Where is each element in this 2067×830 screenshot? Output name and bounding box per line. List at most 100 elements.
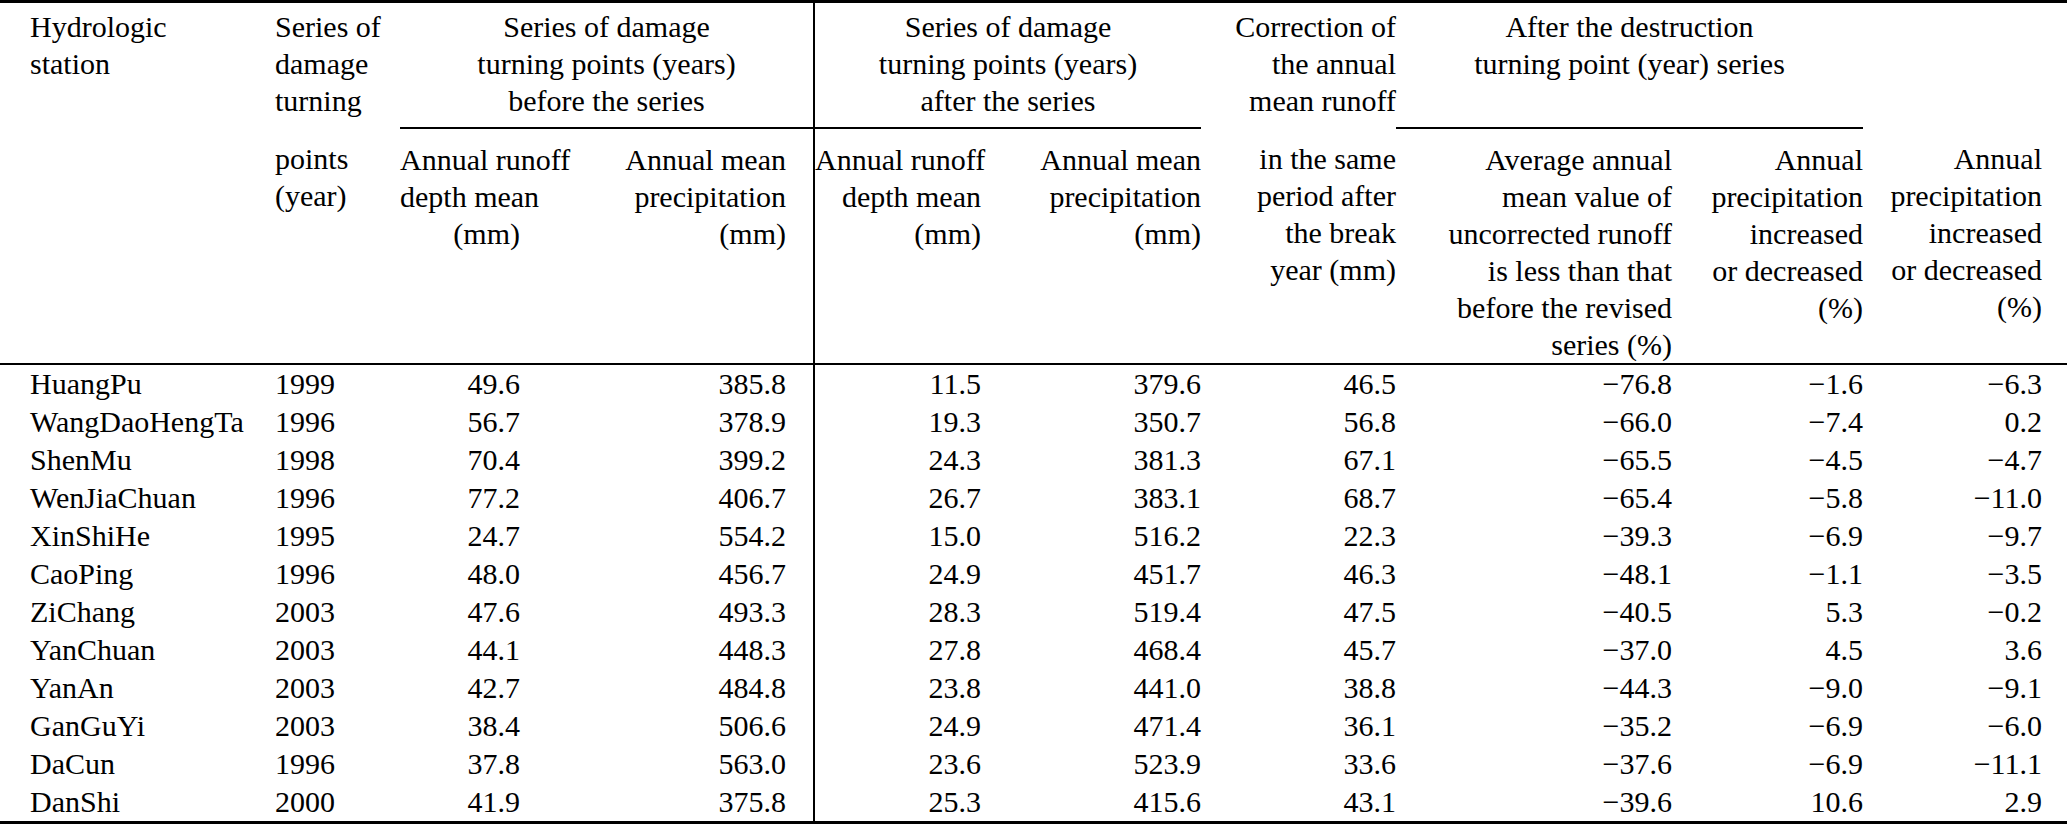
cell-precip_before_mm: 563.0 <box>520 745 814 783</box>
cell-station: DaCun <box>0 745 250 783</box>
cell-precip_after_mm: 523.9 <box>981 745 1201 783</box>
cell-precip_change_pct: −4.5 <box>1672 441 1863 479</box>
header-row-sub: points (year) Annual runoff depth mean (… <box>0 128 2067 364</box>
cell-uncorrected_runoff_pct: −39.3 <box>1396 517 1672 555</box>
header-series-damage-turning: Series of damage turning <box>250 2 400 128</box>
cell-runoff_depth_after_mm: 24.3 <box>814 441 981 479</box>
cell-turning_point_year: 1996 <box>250 745 400 783</box>
cell-correction_mm: 46.3 <box>1201 555 1396 593</box>
cell-precip_after_mm: 519.4 <box>981 593 1201 631</box>
subheader-uncorrected-runoff: Average annual mean value of uncorrected… <box>1396 128 1672 364</box>
cell-correction_mm: 33.6 <box>1201 745 1396 783</box>
cell-precip_change_pct: −7.4 <box>1672 403 1863 441</box>
cell-precip_after_mm: 415.6 <box>981 783 1201 823</box>
header-row-group: Hydrologic station Series of damage turn… <box>0 2 2067 128</box>
cell-runoff_depth_after_mm: 23.6 <box>814 745 981 783</box>
table-row: ZiChang200347.6493.328.3519.447.5−40.55.… <box>0 593 2067 631</box>
cell-uncorrected_runoff_pct: −37.0 <box>1396 631 1672 669</box>
cell-precip_change_last_pct: −3.5 <box>1863 555 2067 593</box>
table-row: WangDaoHengTa199656.7378.919.3350.756.8 −… <box>0 403 2067 441</box>
cell-runoff_depth_before_mm: 49.6 <box>400 364 520 403</box>
table-row: DanShi200041.9375.825.3415.643.1−39.610.… <box>0 783 2067 823</box>
cell-turning_point_year: 2003 <box>250 593 400 631</box>
cell-station: XinShiHe <box>0 517 250 555</box>
subheader-points-year: points (year) <box>250 128 400 364</box>
cell-precip_change_last_pct: −11.0 <box>1863 479 2067 517</box>
cell-runoff_depth_before_mm: 42.7 <box>400 669 520 707</box>
cell-precip_before_mm: 399.2 <box>520 441 814 479</box>
cell-correction_mm: 68.7 <box>1201 479 1396 517</box>
cell-precip_change_pct: −6.9 <box>1672 517 1863 555</box>
cell-turning_point_year: 1998 <box>250 441 400 479</box>
cell-precip_change_pct: 10.6 <box>1672 783 1863 823</box>
cell-uncorrected_runoff_pct: −65.4 <box>1396 479 1672 517</box>
subheader-empty-station <box>0 128 250 364</box>
cell-runoff_depth_before_mm: 38.4 <box>400 707 520 745</box>
cell-station: WangDaoHengTa <box>0 403 250 441</box>
cell-precip_change_pct: −5.8 <box>1672 479 1863 517</box>
cell-runoff_depth_after_mm: 19.3 <box>814 403 981 441</box>
cell-correction_mm: 43.1 <box>1201 783 1396 823</box>
subheader-precip-after: Annual mean precipitation (mm) <box>981 128 1201 364</box>
cell-precip_before_mm: 506.6 <box>520 707 814 745</box>
header-correction-runoff: Correction of the annual mean runoff <box>1201 2 1396 128</box>
cell-precip_before_mm: 378.9 <box>520 403 814 441</box>
subheader-correction-period: in the same period after the break year … <box>1201 128 1396 364</box>
cell-precip_after_mm: 379.6 <box>981 364 1201 403</box>
cell-turning_point_year: 1996 <box>250 479 400 517</box>
cell-turning_point_year: 2003 <box>250 631 400 669</box>
cell-turning_point_year: 2003 <box>250 669 400 707</box>
cell-runoff_depth_after_mm: 23.8 <box>814 669 981 707</box>
cell-precip_change_pct: −9.0 <box>1672 669 1863 707</box>
cell-runoff_depth_after_mm: 26.7 <box>814 479 981 517</box>
cell-runoff_depth_before_mm: 56.7 <box>400 403 520 441</box>
cell-runoff_depth_after_mm: 25.3 <box>814 783 981 823</box>
hydrologic-station-table: Hydrologic station Series of damage turn… <box>0 0 2067 824</box>
cell-precip_change_last_pct: −6.3 <box>1863 364 2067 403</box>
cell-runoff_depth_after_mm: 15.0 <box>814 517 981 555</box>
cell-turning_point_year: 1996 <box>250 555 400 593</box>
subheader-runoff-depth-after: Annual runoff depth mean (mm) <box>814 128 981 364</box>
cell-precip_change_last_pct: −11.1 <box>1863 745 2067 783</box>
cell-runoff_depth_before_mm: 37.8 <box>400 745 520 783</box>
cell-precip_after_mm: 350.7 <box>981 403 1201 441</box>
cell-precip_before_mm: 385.8 <box>520 364 814 403</box>
table-row: YanAn200342.7484.823.8441.038.8−44.3−9.0… <box>0 669 2067 707</box>
cell-turning_point_year: 2000 <box>250 783 400 823</box>
cell-correction_mm: 56.8 <box>1201 403 1396 441</box>
cell-precip_after_mm: 516.2 <box>981 517 1201 555</box>
cell-precip_before_mm: 493.3 <box>520 593 814 631</box>
header-empty-cell <box>1863 2 2067 128</box>
cell-runoff_depth_after_mm: 27.8 <box>814 631 981 669</box>
cell-precip_change_last_pct: −9.1 <box>1863 669 2067 707</box>
cell-runoff_depth_before_mm: 77.2 <box>400 479 520 517</box>
cell-turning_point_year: 1996 <box>250 403 400 441</box>
table-row: XinShiHe199524.7554.215.0516.222.3−39.3−… <box>0 517 2067 555</box>
cell-correction_mm: 38.8 <box>1201 669 1396 707</box>
cell-uncorrected_runoff_pct: −65.5 <box>1396 441 1672 479</box>
cell-turning_point_year: 1995 <box>250 517 400 555</box>
cell-precip_change_last_pct: −4.7 <box>1863 441 2067 479</box>
cell-precip_change_last_pct: 3.6 <box>1863 631 2067 669</box>
cell-turning_point_year: 1999 <box>250 364 400 403</box>
cell-station: WenJiaChuan <box>0 479 250 517</box>
cell-correction_mm: 22.3 <box>1201 517 1396 555</box>
cell-precip_after_mm: 468.4 <box>981 631 1201 669</box>
cell-correction_mm: 46.5 <box>1201 364 1396 403</box>
cell-uncorrected_runoff_pct: −40.5 <box>1396 593 1672 631</box>
table-row: YanChuan200344.1448.327.8468.445.7−37.04… <box>0 631 2067 669</box>
cell-precip_change_last_pct: 0.2 <box>1863 403 2067 441</box>
cell-precip_change_pct: −1.1 <box>1672 555 1863 593</box>
cell-runoff_depth_before_mm: 70.4 <box>400 441 520 479</box>
table-row: WenJiaChuan199677.2406.726.7383.168.7−65… <box>0 479 2067 517</box>
cell-precip_before_mm: 406.7 <box>520 479 814 517</box>
cell-precip_change_last_pct: 2.9 <box>1863 783 2067 823</box>
table-row: ShenMu199870.4399.224.3381.367.1−65.5−4.… <box>0 441 2067 479</box>
cell-precip_after_mm: 451.7 <box>981 555 1201 593</box>
cell-precip_change_last_pct: −6.0 <box>1863 707 2067 745</box>
cell-station: ShenMu <box>0 441 250 479</box>
cell-runoff_depth_after_mm: 24.9 <box>814 555 981 593</box>
cell-runoff_depth_before_mm: 44.1 <box>400 631 520 669</box>
table-row: DaCun199637.8563.023.6523.933.6−37.6−6.9… <box>0 745 2067 783</box>
cell-station: HuangPu <box>0 364 250 403</box>
